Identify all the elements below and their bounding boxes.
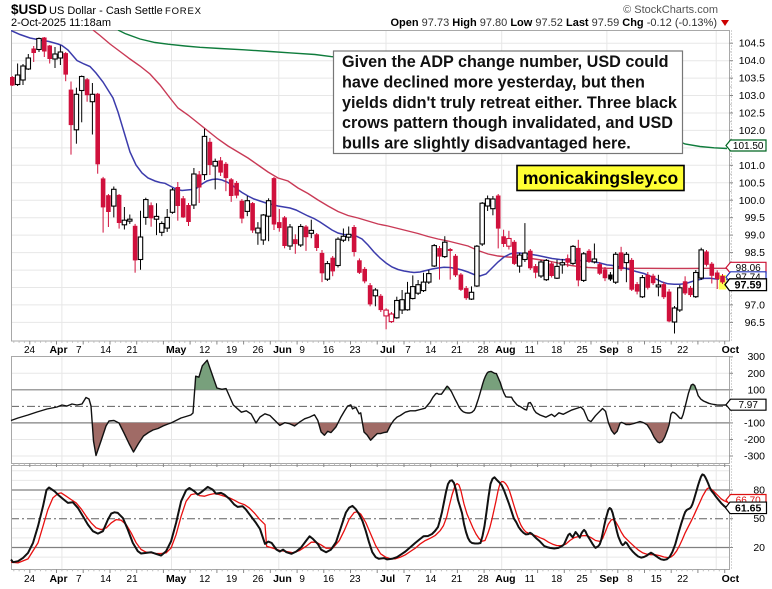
svg-text:97.0: 97.0 [745, 299, 766, 311]
svg-text:15: 15 [651, 345, 663, 356]
svg-text:7: 7 [405, 345, 411, 356]
svg-text:-200: -200 [744, 434, 765, 446]
svg-text:Oct: Oct [722, 573, 740, 585]
svg-text:102.0: 102.0 [739, 125, 765, 137]
svg-text:7.97: 7.97 [738, 400, 758, 411]
svg-text:have declined more yesterday,: have declined more yesterday, but then [342, 73, 645, 91]
svg-text:18: 18 [551, 345, 563, 356]
svg-text:Jun: Jun [273, 573, 292, 585]
svg-text:16: 16 [323, 574, 335, 585]
svg-text:21: 21 [127, 345, 139, 356]
svg-text:9: 9 [299, 574, 305, 585]
svg-text:103.5: 103.5 [739, 73, 765, 85]
svg-text:19: 19 [226, 574, 238, 585]
svg-text:20: 20 [753, 542, 765, 554]
svg-text:© StockCharts.com: © StockCharts.com [623, 4, 718, 16]
svg-text:16: 16 [323, 345, 335, 356]
svg-text:104.5: 104.5 [739, 38, 765, 50]
svg-text:23: 23 [349, 345, 361, 356]
svg-text:bulls are slightly disadvantag: bulls are slightly disadvantaged here. [342, 135, 631, 153]
svg-text:28: 28 [478, 574, 490, 585]
svg-text:Jun: Jun [273, 344, 292, 356]
svg-text:50: 50 [753, 513, 765, 525]
svg-text:26: 26 [252, 345, 264, 356]
svg-text:Oct: Oct [722, 344, 740, 356]
svg-text:24: 24 [24, 574, 36, 585]
svg-text:Sep: Sep [599, 344, 618, 356]
svg-text:11: 11 [525, 345, 536, 356]
svg-text:Open 97.73 High 97.80 Low 97.5: Open 97.73 High 97.80 Low 97.52 Last 97.… [390, 17, 717, 29]
svg-text:Aug: Aug [495, 573, 515, 585]
svg-text:Sep: Sep [599, 573, 618, 585]
svg-text:80: 80 [753, 485, 765, 497]
svg-text:98.06: 98.06 [736, 263, 761, 274]
svg-text:21: 21 [451, 345, 463, 356]
svg-text:15: 15 [651, 574, 663, 585]
svg-text:14: 14 [425, 345, 437, 356]
svg-text:May: May [166, 573, 187, 585]
svg-text:FOREX: FOREX [165, 6, 202, 17]
svg-text:7: 7 [76, 345, 82, 356]
svg-text:102.5: 102.5 [739, 108, 765, 120]
svg-text:yields didn't truly retreat ei: yields didn't truly retreat either. Thre… [342, 94, 678, 112]
svg-text:99.5: 99.5 [745, 212, 766, 224]
svg-text:Given the ADP change number, U: Given the ADP change number, USD could [342, 53, 669, 71]
svg-text:103.0: 103.0 [739, 90, 765, 102]
svg-text:$USD: $USD [11, 2, 47, 17]
svg-text:2-Oct-2025 11:18am: 2-Oct-2025 11:18am [11, 17, 111, 29]
svg-text:Jul: Jul [380, 573, 395, 585]
svg-text:8: 8 [627, 574, 633, 585]
svg-text:25: 25 [577, 345, 589, 356]
svg-text:101.0: 101.0 [739, 160, 765, 172]
svg-text:100: 100 [747, 384, 765, 396]
svg-text:8: 8 [627, 345, 633, 356]
svg-text:61.65: 61.65 [735, 502, 761, 514]
svg-text:19: 19 [226, 345, 238, 356]
svg-text:101.50: 101.50 [733, 141, 764, 152]
svg-text:Jul: Jul [380, 344, 395, 356]
svg-text:66.70: 66.70 [736, 495, 761, 506]
svg-text:25: 25 [577, 574, 589, 585]
svg-text:23: 23 [349, 574, 361, 585]
svg-text:14: 14 [425, 574, 437, 585]
svg-text:14: 14 [100, 345, 112, 356]
svg-text:28: 28 [478, 345, 490, 356]
svg-text:Aug: Aug [495, 344, 515, 356]
svg-text:7: 7 [76, 574, 82, 585]
svg-text:22: 22 [677, 574, 689, 585]
svg-text:Apr: Apr [49, 344, 67, 356]
svg-text:18: 18 [551, 574, 563, 585]
svg-text:9: 9 [299, 345, 305, 356]
svg-text:14: 14 [100, 574, 112, 585]
svg-text:12: 12 [199, 574, 211, 585]
svg-text:97.59: 97.59 [734, 279, 761, 291]
svg-text:200: 200 [747, 368, 765, 380]
svg-text:crows pattern though invalidat: crows pattern though invalidated, and US… [342, 114, 673, 132]
svg-text:300: 300 [747, 351, 765, 363]
svg-text:100.5: 100.5 [739, 177, 765, 189]
svg-text:11: 11 [525, 574, 536, 585]
svg-text:22: 22 [677, 345, 689, 356]
svg-text:21: 21 [451, 574, 463, 585]
svg-text:21: 21 [127, 574, 139, 585]
svg-text:-100: -100 [744, 417, 765, 429]
svg-text:100.0: 100.0 [739, 195, 765, 207]
svg-text:May: May [166, 344, 187, 356]
svg-text:104.0: 104.0 [739, 55, 765, 67]
svg-text:26: 26 [252, 574, 264, 585]
svg-text:12: 12 [199, 345, 211, 356]
svg-text:-300: -300 [744, 451, 765, 463]
svg-text:99.0: 99.0 [745, 230, 766, 242]
svg-text:96.5: 96.5 [745, 317, 766, 329]
svg-text:98.5: 98.5 [745, 247, 766, 259]
svg-text:Apr: Apr [49, 573, 67, 585]
svg-text:24: 24 [24, 345, 36, 356]
svg-text:monicakingsley.co: monicakingsley.co [523, 168, 678, 188]
svg-text:US Dollar - Cash Settle: US Dollar - Cash Settle [49, 5, 163, 17]
svg-text:7: 7 [405, 574, 411, 585]
